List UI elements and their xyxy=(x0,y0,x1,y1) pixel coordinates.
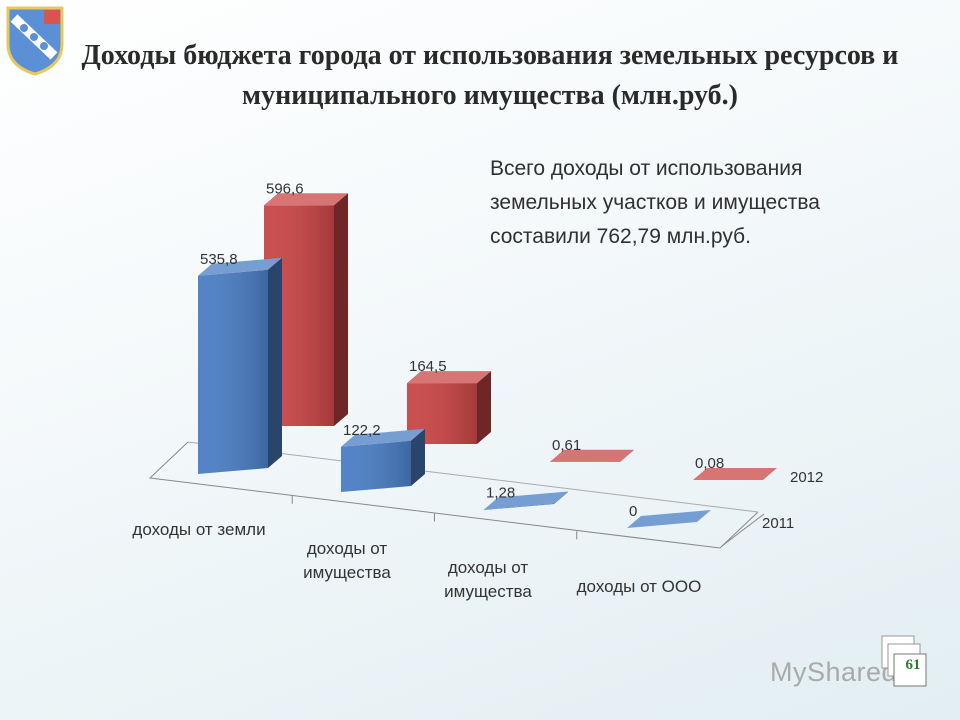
coat-of-arms-logo xyxy=(6,6,64,76)
bar-2011-1-side xyxy=(411,428,425,486)
bar-2011-0-shade xyxy=(198,269,268,474)
labels-layer: 0,08 0,61 164,5 596,6 0 1,28 122,2 535,8 2012 201… xyxy=(200,180,823,532)
bar-2011-0-top xyxy=(198,257,282,276)
bar-2012-3 xyxy=(693,468,777,480)
bars-layer xyxy=(198,193,777,528)
bar-2011-1 xyxy=(341,428,425,492)
bar-2011-1-value-label: 122,2 xyxy=(343,422,381,439)
series-label-2012: 2012 xyxy=(790,469,823,486)
series-label-2011: 2011 xyxy=(762,515,794,532)
bar-2011-1-shade xyxy=(341,440,411,492)
bar-2012-0-top xyxy=(264,193,348,206)
bar-2011-0 xyxy=(198,257,282,474)
bar-2012-2-value-label: 0,61 xyxy=(552,437,581,454)
bar-2012-1-side xyxy=(477,371,491,444)
depth-axis xyxy=(721,513,765,547)
bar-2011-2 xyxy=(484,491,568,510)
slide-title: Доходы бюджета города от использования з… xyxy=(81,40,899,111)
bar-2011-3-top xyxy=(627,510,711,528)
bar-2012-2-side xyxy=(620,449,634,462)
bar-2012-2-top xyxy=(550,449,634,462)
category-label-1: доходы от имущества xyxy=(303,539,391,582)
category-label-2: доходы от имущества xyxy=(444,558,532,601)
category-label-3: доходы от ООО xyxy=(576,577,702,596)
watermark: MyShared xyxy=(770,657,898,687)
bar-2011-1-top xyxy=(341,428,425,447)
page-number: 61 xyxy=(905,657,921,673)
bar-2012-1 xyxy=(407,371,491,444)
total-income-note: Всего доходы от использования земельных … xyxy=(490,157,820,248)
bar-2012-0-side xyxy=(334,193,348,426)
bar-2011-3 xyxy=(627,510,711,528)
bar-2012-0-value-label: 596,6 xyxy=(266,180,304,197)
bar-2012-1-top xyxy=(407,371,491,384)
bar-2011-3-value-label: 0 xyxy=(629,503,637,520)
category-label-0: доходы от земли xyxy=(132,520,266,539)
bar-2011-2-value-label: 1,28 xyxy=(486,485,515,502)
bar-2011-2-top xyxy=(484,491,568,510)
bar-2011-0-side xyxy=(268,257,282,468)
frame-layer xyxy=(148,441,765,549)
bar-2011-0-value-label: 535,8 xyxy=(200,251,238,268)
page-stack-icon xyxy=(881,635,927,687)
bar-2012-1-shade xyxy=(407,383,477,444)
floor-outline xyxy=(148,441,759,549)
bar-2012-2 xyxy=(550,449,634,462)
floor-back-edge xyxy=(187,441,759,513)
bar-2012-3-top xyxy=(693,468,777,480)
bar-2011-2-shade xyxy=(484,503,554,510)
bar-2011-2-side xyxy=(554,491,568,504)
bar-2012-3-value-label: 0,08 xyxy=(695,455,724,472)
bar-2012-1-value-label: 164,5 xyxy=(409,358,447,375)
